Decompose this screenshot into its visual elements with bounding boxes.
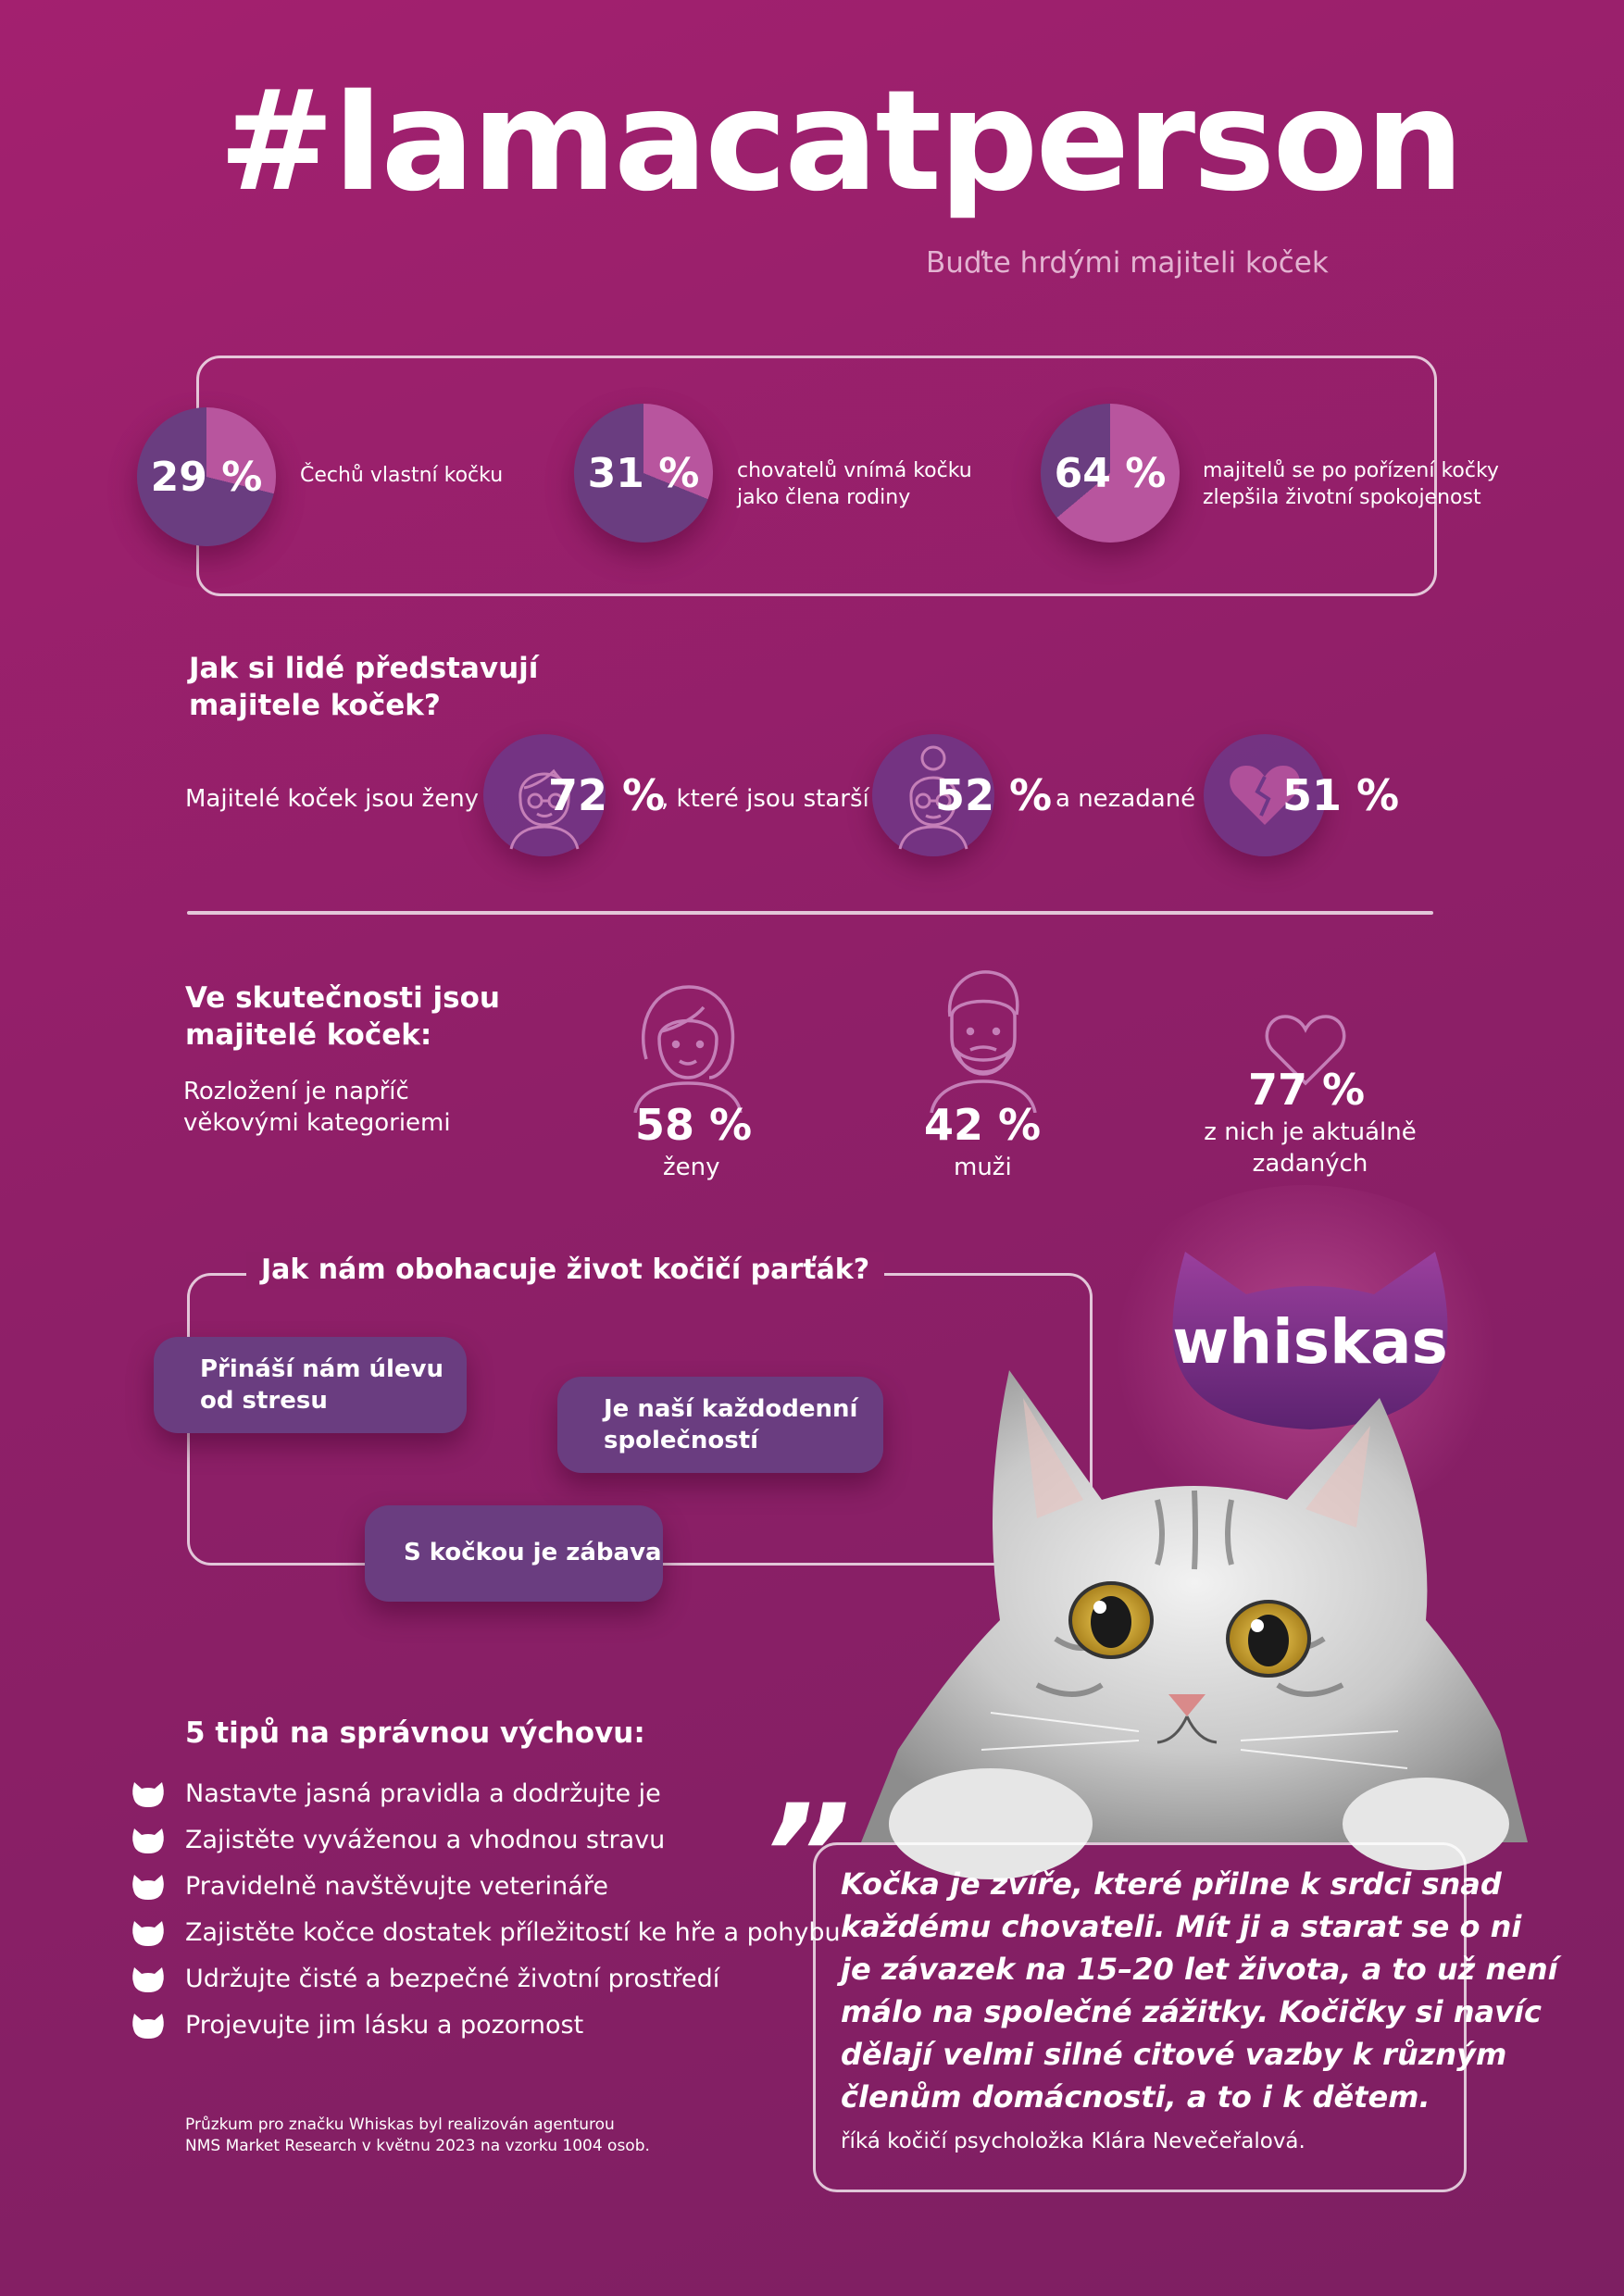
perception-heading-line-2: majitele koček?	[189, 689, 441, 722]
stat-value-1: 29 %	[150, 453, 263, 501]
reality-heading-line-2: majitelé koček:	[185, 1018, 432, 1052]
stat-label-3: majitelů se po pořízení kočky zlepšila ž…	[1203, 457, 1499, 511]
tip-item-6: Projevujte jim lásku a pozornost	[131, 2011, 583, 2040]
tip-item-5: Udržujte čisté a bezpečné životní prostř…	[131, 1965, 719, 1993]
tip-text: Udržujte čisté a bezpečné životní prostř…	[185, 1965, 720, 1993]
page-subtitle: Buďte hrdými majiteli koček	[926, 246, 1329, 280]
pill-fun: S kočkou je zábava	[365, 1505, 663, 1602]
heart-circle	[1204, 734, 1326, 856]
cat-head-icon	[132, 1828, 164, 1853]
grandma-icon	[898, 745, 968, 850]
stat-donut-2: 31 %	[574, 404, 713, 543]
older-woman-circle	[483, 734, 606, 856]
whiskas-logo-text: whiskas	[1172, 1306, 1448, 1378]
stat-label-2-line-2: jako člena rodiny	[737, 486, 911, 509]
footnote-line-2: NMS Market Research v květnu 2023 na vzo…	[185, 2137, 650, 2155]
reality-taken-label: z nich je aktuálně zadaných	[1194, 1117, 1426, 1179]
stat-label-1: Čechů vlastní kočku	[300, 462, 503, 489]
cat-head-icon	[132, 1781, 164, 1807]
tip-text: Zajistěte vyváženou a vhodnou stravu	[185, 1826, 666, 1854]
tip-text: Zajistěte kočce dostatek příležitostí ke…	[185, 1918, 841, 1947]
pill-company-line-1: Je naší každodenní	[604, 1395, 858, 1423]
perception-lead: Majitelé koček jsou ženy	[185, 785, 480, 813]
reality-description-line-1: Rozložení je napříč	[183, 1078, 409, 1105]
quote-line-5: dělají velmi silné citové vazby k různým	[841, 2037, 1507, 2072]
broken-heart-icon	[1230, 766, 1300, 825]
pill-fun-label: S kočkou je zábava	[404, 1539, 662, 1566]
stat-label-2: chovatelů vnímá kočku jako člena rodiny	[737, 457, 972, 511]
pill-stress-relief: Přináší nám úlevu od stresu	[154, 1337, 467, 1433]
tip-item-4: Zajistěte kočce dostatek příležitostí ke…	[131, 1918, 841, 1947]
cat-head-icon	[132, 1874, 164, 1900]
footnote-line-1: Průzkum pro značku Whiskas byl realizová…	[185, 2115, 615, 2134]
reality-women-pct: 58 %	[635, 1100, 753, 1150]
quote-attribution: říká kočičí psycholožka Klára Nevečeřalo…	[841, 2129, 1305, 2153]
reality-heading-line-1: Ve skutečnosti jsou	[185, 981, 500, 1015]
reality-taken-line-2: zadaných	[1252, 1150, 1368, 1178]
perception-heading: Jak si lidé představují majitele koček?	[189, 650, 538, 724]
section-divider	[187, 911, 1433, 915]
tip-item-3: Pravidelně navštěvujte veterináře	[131, 1872, 608, 1901]
whiskas-logo: whiskas	[1172, 1252, 1448, 1429]
pill-company-line-2: společností	[604, 1427, 759, 1454]
reality-taken-line-1: z nich je aktuálně	[1204, 1118, 1417, 1146]
stat-label-3-line-2: zlepšila životní spokojenost	[1203, 486, 1481, 509]
reality-taken-pct: 77 %	[1248, 1065, 1366, 1115]
single-pct: 51 %	[1282, 770, 1400, 820]
grandma-circle	[872, 734, 994, 856]
reality-women-label: ženy	[663, 1154, 720, 1181]
reality-description: Rozložení je napříč věkovými kategoriemi	[183, 1076, 451, 1139]
tip-text: Pravidelně navštěvujte veterináře	[185, 1872, 608, 1901]
older-text: , které jsou starší	[661, 785, 869, 813]
stat-label-1-line-1: Čechů vlastní kočku	[300, 464, 504, 487]
women-pct: 72 %	[548, 770, 666, 820]
cat-head-icon	[132, 1920, 164, 1946]
single-text: a nezadané	[1056, 785, 1196, 813]
tips-heading: 5 tipů na správnou výchovu:	[185, 1716, 645, 1750]
quote-frame	[813, 1842, 1467, 2192]
stat-value-2: 31 %	[587, 449, 700, 497]
footnote: Průzkum pro značku Whiskas byl realizová…	[185, 2115, 650, 2157]
cat-head-icon	[132, 1966, 164, 1992]
pill-daily-company: Je naší každodenní společností	[557, 1377, 883, 1473]
tip-item-2: Zajistěte vyváženou a vhodnou stravu	[131, 1826, 665, 1854]
quote-mark-icon: ”	[761, 1776, 851, 1937]
man-icon	[930, 970, 1037, 1113]
reality-men-pct: 42 %	[924, 1100, 1042, 1150]
stat-donut-1: 29 %	[137, 407, 276, 546]
quote-line-3: je závazek na 15–20 let života, a to už …	[841, 1952, 1558, 1987]
older-pct: 52 %	[935, 770, 1053, 820]
heart-outline-icon	[1265, 1015, 1346, 1086]
quote-line-6: členům domácnosti, a to i k dětem.	[841, 2079, 1430, 2115]
cat-head-icon	[132, 2013, 164, 2039]
quote-text: Kočka je zvíře, které přilne k srdci sna…	[841, 1863, 1558, 2118]
reality-heading: Ve skutečnosti jsou majitelé koček:	[185, 980, 500, 1054]
tip-text: Projevujte jim lásku a pozornost	[185, 2011, 584, 2040]
stat-label-3-line-1: majitelů se po pořízení kočky	[1203, 459, 1499, 482]
older-woman-icon	[509, 768, 580, 850]
quote-line-2: každému chovateli. Mít ji a starat se o …	[841, 1909, 1522, 1944]
pill-stress-line-2: od stresu	[200, 1387, 328, 1415]
tip-text: Nastavte jasná pravidla a dodržujte je	[185, 1779, 661, 1808]
stat-value-3: 64 %	[1054, 449, 1167, 497]
tip-item-1: Nastavte jasná pravidla a dodržujte je	[131, 1779, 661, 1808]
page-title: #Iamacatperson	[219, 61, 1464, 222]
cat-illustration	[861, 1370, 1528, 1879]
perception-heading-line-1: Jak si lidé představují	[189, 652, 539, 685]
quote-line-4: málo na společné zážitky. Kočičky si nav…	[841, 1994, 1542, 2029]
pill-stress-line-1: Přináší nám úlevu	[200, 1355, 443, 1383]
enrich-heading: Jak nám obohacuje život kočičí parťák?	[246, 1252, 885, 1289]
reality-men-label: muži	[954, 1154, 1012, 1181]
stat-donut-3: 64 %	[1041, 404, 1180, 543]
quote-line-1: Kočka je zvíře, které přilne k srdci sna…	[841, 1866, 1502, 1902]
reality-description-line-2: věkovými kategoriemi	[183, 1109, 451, 1137]
stat-label-2-line-1: chovatelů vnímá kočku	[737, 459, 972, 482]
woman-icon	[633, 985, 743, 1113]
